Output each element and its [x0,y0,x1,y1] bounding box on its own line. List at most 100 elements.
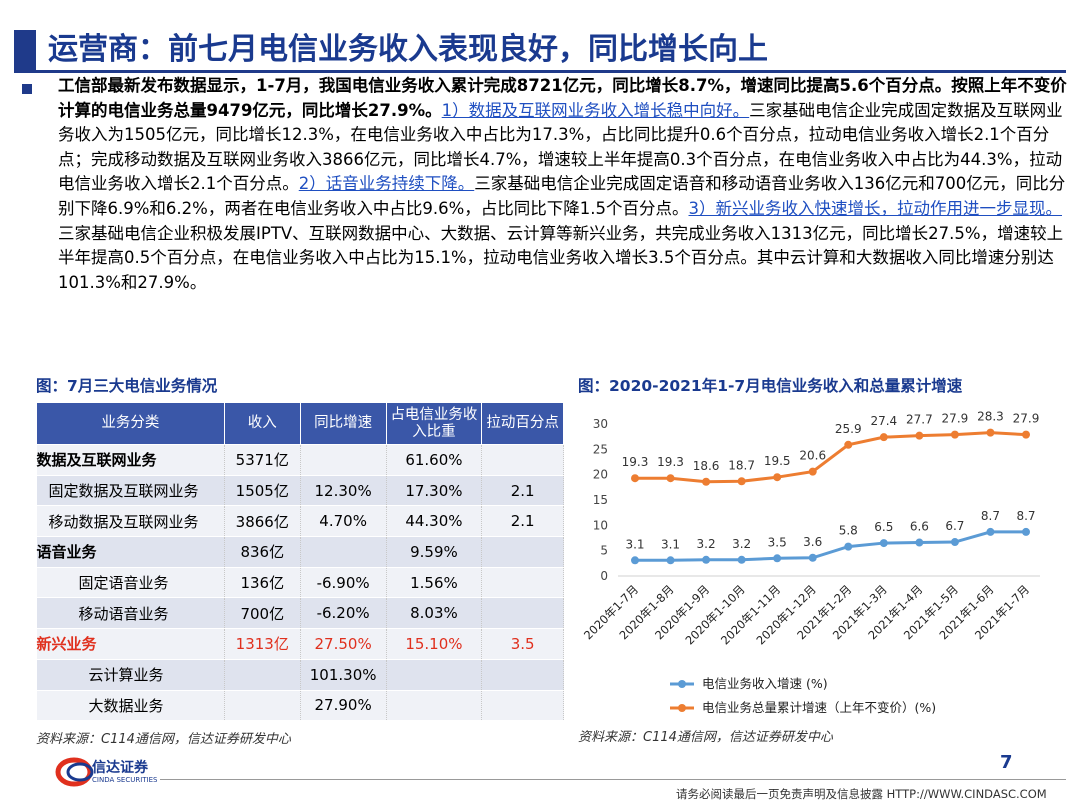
series-line [635,530,1026,562]
cell-pull [481,690,564,722]
table-row: 数据及互联网业务 5371亿 61.60% [36,444,564,476]
data-point [1022,430,1030,439]
cell-category: 移动数据及互联网业务 [36,505,225,538]
data-label: 6.6 [910,520,929,534]
data-point [702,555,711,564]
data-label: 8.7 [981,509,1000,523]
table-row: 新兴业务 1313亿 27.50% 15.10% 3.5 [36,628,564,660]
data-point [915,431,924,440]
legend-marker [678,680,686,688]
logo-subtext: CINDA SECURITIES [92,776,158,784]
cell-category: 移动语音业务 [36,597,225,630]
data-point [986,428,995,437]
y-tick-label: 5 [600,544,608,558]
table-row: 移动数据及互联网业务 3866亿 4.70% 44.30% 2.1 [36,505,564,538]
data-label: 25.9 [835,422,862,436]
cell-pull [481,567,564,599]
th-revenue: 收入 [223,402,301,445]
para-body-3: 三家基础电信企业完成固定语音和移动语音业务收入136亿元和700亿元，同比分别下… [58,174,1066,218]
table-row: 云计算业务 101.30% [36,659,564,691]
data-label: 18.6 [693,459,720,473]
cell-pull [481,444,564,476]
data-point [773,554,782,563]
cell-share: 61.60% [386,444,483,476]
cell-yoy: 101.30% [300,659,387,691]
para-body-4: 三家基础电信企业积极发展IPTV、互联网数据中心、大数据、云计算等新兴业务，共完… [58,223,1064,292]
page-title: 运营商：前七月电信业务收入表现良好，同比增长向上 [48,32,768,67]
table-row: 固定语音业务 136亿 -6.90% 1.56% [36,567,564,599]
data-point [631,474,639,483]
cell-category: 大数据业务 [36,690,225,722]
data-label: 27.9 [1013,412,1040,426]
data-point [950,538,959,547]
table-row: 移动语音业务 700亿 -6.20% 8.03% [36,597,564,630]
y-tick-label: 20 [593,468,608,482]
cell-yoy: 27.50% [300,628,387,660]
para-lead: 工信部最新发布数据显示，1-7月，我国电信业务收入累计完成8721亿元，同比增长… [58,76,1067,120]
cell-share: 9.59% [386,536,483,568]
data-label: 3.1 [625,537,644,551]
cell-pull [481,536,564,568]
footer-disclaimer: 请务必阅读最后一页免责声明及信息披露 HTTP://WWW.CINDASC.CO… [676,787,1047,801]
data-label: 3.2 [697,537,716,551]
data-point [879,433,888,442]
cell-pull [481,659,564,691]
cinda-logo-icon [55,757,94,787]
para-subhead-1: 1）数据及互联网业务收入增长稳中向好。 [441,100,750,120]
data-point [631,556,639,565]
data-point [844,542,853,551]
y-tick-label: 15 [593,493,608,507]
data-point [808,553,817,562]
table-row: 语音业务 836亿 9.59% [36,536,564,568]
data-label: 19.3 [622,455,649,469]
legend-label: 电信业务总量累计增速（上年不变价）(%) [702,700,936,715]
footer-divider [160,779,1066,780]
cell-pull: 3.5 [481,628,564,660]
cell-pull: 2.1 [481,505,564,538]
cell-yoy [300,444,387,476]
data-point [1022,527,1030,536]
data-label: 8.7 [1016,509,1035,523]
cell-category: 新兴业务 [36,628,225,660]
data-point [915,538,924,547]
title-accent-bar [14,30,36,70]
table-caption: 图：7月三大电信业务情况 [36,377,218,395]
bullet-icon [22,84,32,94]
th-category: 业务分类 [36,402,225,445]
table-header-row: 业务分类 收入 同比增速 占电信业务收入比重 拉动百分点 [36,402,564,445]
data-point [666,474,675,483]
data-label: 6.5 [874,520,893,534]
legend-label: 电信业务收入增速 (%) [702,676,828,691]
data-point [879,539,888,548]
cell-revenue: 1505亿 [224,475,301,507]
table-row: 固定数据及互联网业务 1505亿 12.30% 17.30% 2.1 [36,475,564,507]
data-label: 20.6 [799,449,826,463]
th-yoy: 同比增速 [299,402,387,445]
y-tick-label: 25 [593,442,608,456]
y-tick-label: 0 [600,569,608,583]
cell-yoy: 12.30% [300,475,387,507]
cell-revenue: 5371亿 [224,444,301,476]
cell-revenue [224,659,301,691]
data-label: 19.3 [657,455,684,469]
data-label: 3.5 [768,535,787,549]
data-label: 3.2 [732,537,751,551]
chart-caption: 图：2020-2021年1-7月电信业务收入和总量累计增速 [578,377,963,395]
data-point [844,440,853,449]
cell-yoy: -6.90% [300,567,387,599]
cell-category: 固定语音业务 [36,567,225,599]
data-label: 27.7 [906,413,933,427]
cell-share: 1.56% [386,567,483,599]
series-line [635,431,1027,484]
data-label: 6.7 [945,519,964,533]
cell-revenue [224,690,301,722]
para-body-2: 三家基础电信企业完成固定数据及互联网业务收入为1505亿元，同比增长12.3%，… [58,100,1063,194]
body-paragraph: 工信部最新发布数据显示，1-7月，我国电信业务收入累计完成8721亿元，同比增长… [58,74,1068,295]
cell-share: 44.30% [386,505,483,538]
cell-yoy: -6.20% [300,597,387,630]
legend-marker [678,704,686,712]
cell-yoy [300,536,387,568]
y-tick-label: 30 [593,417,608,431]
data-label: 3.6 [803,535,822,549]
cell-revenue: 1313亿 [224,628,301,660]
